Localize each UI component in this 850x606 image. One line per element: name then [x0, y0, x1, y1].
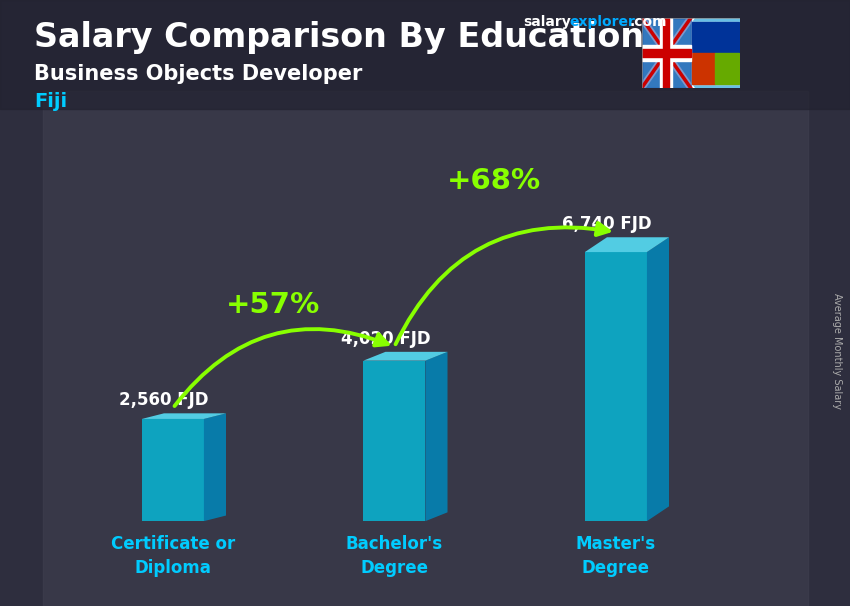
Text: Business Objects Developer: Business Objects Developer	[34, 64, 362, 84]
Bar	[692, 22, 715, 53]
Polygon shape	[142, 419, 204, 521]
Text: 2,560 FJD: 2,560 FJD	[119, 391, 209, 409]
Bar	[642, 49, 690, 57]
Text: salary: salary	[523, 15, 570, 29]
Bar	[642, 18, 690, 88]
Polygon shape	[425, 352, 447, 521]
Bar	[690, 18, 740, 88]
Bar	[42, 91, 807, 606]
Bar	[715, 22, 739, 53]
Bar	[692, 53, 715, 84]
Text: Fiji: Fiji	[34, 92, 67, 111]
Polygon shape	[585, 238, 669, 252]
Bar	[642, 45, 690, 61]
Polygon shape	[142, 413, 226, 419]
Bar	[692, 22, 739, 84]
Text: 4,020 FJD: 4,020 FJD	[341, 330, 430, 348]
Bar	[0, 0, 850, 109]
Bar	[663, 18, 669, 88]
Polygon shape	[585, 252, 647, 521]
Text: +57%: +57%	[225, 291, 320, 319]
Text: explorer: explorer	[570, 15, 635, 29]
Text: 6,740 FJD: 6,740 FJD	[562, 215, 652, 233]
Text: Salary Comparison By Education: Salary Comparison By Education	[34, 21, 644, 54]
Polygon shape	[363, 361, 425, 521]
Text: +68%: +68%	[447, 167, 541, 195]
Text: Average Monthly Salary: Average Monthly Salary	[832, 293, 842, 410]
Bar	[715, 53, 739, 84]
Polygon shape	[647, 238, 669, 521]
Text: .com: .com	[630, 15, 667, 29]
Polygon shape	[363, 352, 447, 361]
Polygon shape	[204, 413, 226, 521]
Bar	[660, 18, 672, 88]
